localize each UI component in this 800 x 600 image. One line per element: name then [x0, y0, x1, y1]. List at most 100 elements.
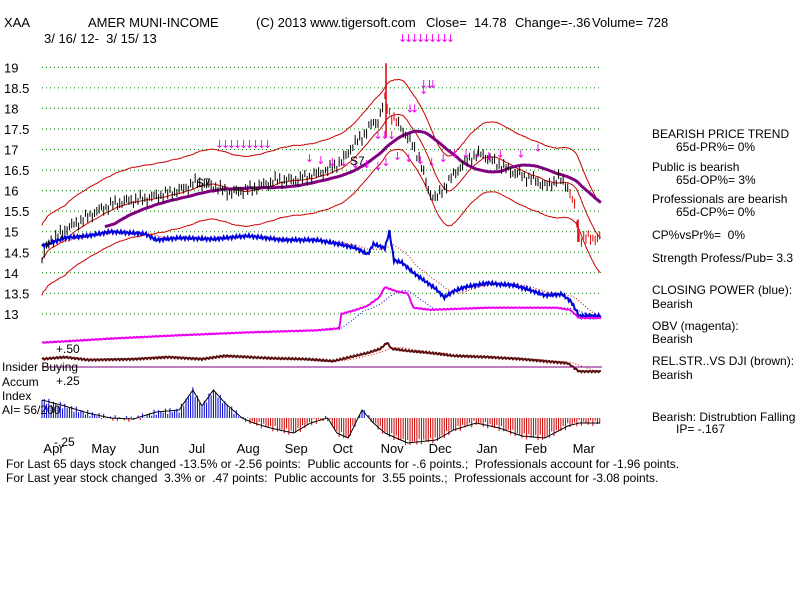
- plus50-label: +.50: [56, 342, 80, 356]
- 21-day-ma-line: [41, 113, 602, 261]
- y-tick-label: 13: [4, 307, 18, 322]
- x-month-label: Feb: [525, 441, 547, 456]
- y-tick-label: 13.5: [4, 286, 29, 301]
- obv-label: OBV (magenta):: [652, 319, 739, 333]
- x-month-label: Nov: [381, 441, 405, 456]
- sell-signal-arrow: ↓: [227, 138, 236, 151]
- obv-line: [41, 286, 601, 344]
- y-tick-label: 17.5: [4, 122, 29, 137]
- closing-power-label: CLOSING POWER (blue):: [652, 283, 793, 297]
- sell-signal-arrow: ↓: [339, 156, 348, 169]
- ai-value: AI= 56/200: [2, 403, 61, 417]
- sell-signal-arrow: ↓: [427, 156, 436, 169]
- pr-percent: 65d-PR%= 0%: [676, 140, 756, 154]
- copyright: (C) 2013 www.tigersoft.com: [256, 15, 416, 30]
- cp-percent: 65d-CP%= 0%: [676, 205, 756, 219]
- footer-65day: For Last 65 days stock changed -13.5% or…: [6, 457, 680, 471]
- sell-signal-arrow: ↓: [239, 138, 248, 151]
- date-range: 3/ 16/ 12- 3/ 15/ 13: [44, 31, 157, 46]
- plus25-label: +.25: [56, 374, 80, 388]
- y-axis-tick-labels: 13 13.5 14 14.5 15 15.5 16 16.5 17 17.5 18 18.5 19: [4, 60, 29, 322]
- sell-signal-arrow: ↓: [245, 138, 254, 151]
- sell-signal-arrow: ↓: [381, 156, 390, 169]
- sell-signal-arrow: ↓: [416, 154, 425, 167]
- x-month-label: Oct: [333, 441, 354, 456]
- upper-band-line: [41, 78, 602, 226]
- closing-power-ma-line: [41, 231, 602, 317]
- sell-signal-arrow: ↓: [425, 78, 434, 91]
- sell-signal-arrow: ↓: [461, 148, 470, 161]
- signal-s7-label: S7: [196, 176, 211, 190]
- sell-signal-arrow: ↓: [496, 148, 505, 161]
- closing-power-status: Bearish: [652, 297, 693, 311]
- sell-signal-arrow: ↓: [533, 142, 542, 155]
- sell-signal-arrow: ↓: [404, 152, 413, 165]
- sell-signal-arrow: ↓: [393, 150, 402, 163]
- sell-signal-arrow: ↓: [373, 160, 382, 173]
- sell-signal-arrow: ↓: [428, 78, 437, 91]
- x-month-label: Apr: [43, 441, 64, 456]
- sell-signal-arrow: ↓: [328, 156, 337, 169]
- sell-signal-arrow: ↓: [351, 158, 360, 171]
- x-month-label: Aug: [237, 441, 260, 456]
- sell-signal-arrow: ↓: [398, 32, 407, 45]
- x-month-label: Mar: [573, 441, 596, 456]
- x-month-label: Jan: [477, 441, 498, 456]
- x-month-label: Jul: [189, 441, 206, 456]
- sell-signal-arrow: ↓: [221, 138, 230, 151]
- symbol: XAA: [4, 15, 31, 30]
- y-tick-label: 14.5: [4, 245, 29, 260]
- price-gridlines: [42, 66, 602, 315]
- sell-signal-arrow: ↓: [404, 32, 413, 45]
- sell-signal-arrow: ↓: [419, 78, 428, 91]
- close-value: Close= 14.78: [426, 15, 507, 30]
- signal-markers: ↓↓↓↓↓↓↓↓↓↓↓↓↓↓↓↓↓↓↓↓↓↓↓↓↓↓↓↓ ↓ ↓ ↓ ↓ ↓ ↓↓ ↓ ↓ ↓ ↓ ↓…: [215, 32, 543, 173]
- y-tick-label: 15: [4, 225, 18, 240]
- sell-signal-arrow: ↓: [233, 138, 242, 151]
- x-month-label: Sep: [285, 441, 308, 456]
- lower-band-line: [41, 148, 602, 296]
- y-tick-label: 15.5: [4, 204, 29, 219]
- accum-label: Accum: [2, 375, 39, 389]
- sell-signal-arrow: ↓: [263, 138, 272, 151]
- y-tick-label: 14: [4, 266, 18, 281]
- stock-name: AMER MUNI-INCOME: [88, 15, 219, 30]
- sell-signal-arrow: ↓: [405, 103, 414, 116]
- strength-ratio: Strength Profess/Pub= 3.3: [652, 251, 794, 265]
- sell-signal-arrow: ↓: [410, 103, 419, 116]
- volume-value: Volume= 728: [592, 15, 669, 30]
- sell-signal-arrow: ↓: [416, 32, 425, 45]
- sell-signal-arrow: ↓: [419, 84, 428, 97]
- closing-power-line: [41, 227, 602, 321]
- accum-index-line: [41, 389, 600, 444]
- x-month-label: Dec: [429, 441, 453, 456]
- index-label: Index: [2, 389, 32, 403]
- obv-status: Bearish: [652, 332, 693, 346]
- accumulation-histogram: [41, 366, 602, 445]
- rel-str-line: [41, 341, 602, 374]
- sell-signal-arrow: ↓: [215, 138, 224, 151]
- sell-signal-arrow: ↓: [362, 158, 371, 171]
- sell-signal-arrow: ↓: [450, 148, 459, 161]
- x-month-label: Jun: [138, 441, 159, 456]
- y-tick-label: 16.5: [4, 163, 29, 178]
- y-tick-label: 16: [4, 184, 18, 199]
- change-value: Change=-.36: [515, 15, 591, 30]
- bearish-price-trend: BEARISH PRICE TREND: [652, 127, 790, 141]
- sell-signal-arrow: ↓: [434, 32, 443, 45]
- op-percent: 65d-OP%= 3%: [676, 173, 756, 187]
- footer-year: For Last year stock changed 3.3% or .47 …: [6, 471, 659, 485]
- sell-signal-arrow: ↓: [484, 150, 493, 163]
- sell-signal-arrow: ↓: [422, 32, 431, 45]
- signal-s7-label: S7: [350, 154, 365, 168]
- accum-status: Bearish: Distrubtion Falling: [652, 410, 796, 424]
- sell-signal-arrow: ↓: [305, 152, 314, 165]
- y-tick-label: 18: [4, 101, 18, 116]
- professionals-bearish: Professionals are bearish: [652, 192, 788, 206]
- 65-day-ma-line: [104, 129, 602, 229]
- sell-signal-arrow: ↓: [516, 148, 525, 161]
- sell-signal-arrow: ↓: [251, 138, 260, 151]
- price-bars: [41, 63, 601, 264]
- sell-signal-arrow: ↓: [428, 32, 437, 45]
